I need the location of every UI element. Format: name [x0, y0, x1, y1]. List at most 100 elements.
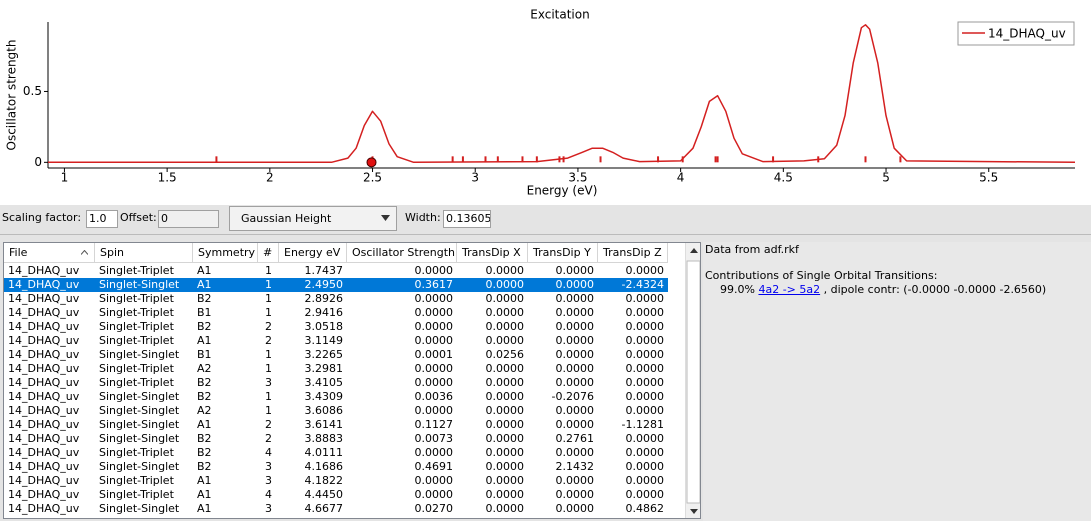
- column-header[interactable]: #: [258, 243, 279, 263]
- table-cell: 0.0000: [485, 404, 525, 417]
- x-tick-label: 3.5: [568, 171, 587, 185]
- table-cell: 0.0000: [414, 292, 454, 305]
- x-tick-label: 2: [266, 171, 274, 185]
- table-cell: 0.0000: [625, 460, 665, 473]
- table-cell: 14_DHAQ_uv: [8, 320, 80, 333]
- legend: 14_DHAQ_uv: [957, 21, 1075, 46]
- table-cell: -0.2076: [551, 390, 594, 403]
- table-cell: 0.0000: [414, 320, 454, 333]
- table-cell: Singlet-Singlet: [99, 418, 180, 431]
- table-cell: B2: [197, 432, 212, 445]
- table-cell: 2: [265, 432, 272, 445]
- table-cell: 4: [265, 446, 272, 459]
- spectrum-line: [48, 24, 1076, 164]
- offset-input[interactable]: 0: [158, 210, 219, 228]
- orbital-link[interactable]: 4a2 -> 5a2: [758, 283, 821, 296]
- table-cell: 3.8883: [304, 432, 344, 445]
- table-cell: 0.0000: [555, 418, 595, 431]
- scrollbar-arrows: [686, 248, 700, 514]
- chart: Excitation Energy (eV) Oscillator streng…: [0, 0, 1091, 205]
- table-cell: 3.4105: [304, 376, 344, 389]
- x-axis-label: Energy (eV): [527, 184, 598, 198]
- column-header[interactable]: File: [4, 243, 95, 263]
- table-cell: -1.1281: [621, 418, 664, 431]
- table-cell: 0.0000: [625, 404, 665, 417]
- column-header[interactable]: Energy eV: [279, 243, 347, 263]
- table-cell: B2: [197, 460, 212, 473]
- table-cell: 3.4309: [304, 390, 344, 403]
- table-cell: 0.4691: [414, 460, 454, 473]
- table-cell: 0.0000: [625, 320, 665, 333]
- y-tick-label: 0.5: [23, 84, 42, 98]
- column-header[interactable]: TransDip Z: [598, 243, 668, 263]
- table-cell: B1: [197, 306, 212, 319]
- table-cell: 3.1149: [304, 334, 344, 347]
- table-cell: 0.3617: [414, 278, 454, 291]
- table-cell: Singlet-Singlet: [99, 460, 180, 473]
- table-cell: 1: [265, 390, 272, 403]
- width-input[interactable]: 0.13605: [443, 210, 491, 228]
- table-cell: 4.1686: [304, 460, 344, 473]
- table-cell: 0.0000: [414, 306, 454, 319]
- offset-label: Offset:: [120, 211, 157, 224]
- scaling-input[interactable]: 1.0: [86, 210, 118, 228]
- column-header[interactable]: TransDip X: [457, 243, 528, 263]
- table-cell: B2: [197, 390, 212, 403]
- table-cell: 0.0000: [485, 306, 525, 319]
- table-cell: 0.0000: [414, 334, 454, 347]
- table-cell: 0.0000: [555, 278, 595, 291]
- table-cell: 4.0111: [304, 446, 344, 459]
- x-tick-label: 5.5: [979, 171, 998, 185]
- table-cell: 14_DHAQ_uv: [8, 278, 80, 291]
- scrollbar[interactable]: [685, 243, 700, 518]
- table-cell: 0.0001: [414, 348, 454, 361]
- mode-dropdown[interactable]: Gaussian Height: [229, 206, 397, 231]
- table-cell: 0.0000: [414, 404, 454, 417]
- x-tick-label: 4: [677, 171, 685, 185]
- table-cell: 0.0000: [485, 334, 525, 347]
- table-cell: 14_DHAQ_uv: [8, 460, 80, 473]
- table-cell: A1: [197, 264, 212, 277]
- table-cell: 0.0270: [414, 502, 454, 515]
- table-cell: 0.0000: [485, 418, 525, 431]
- table-cell: 0.0000: [625, 334, 665, 347]
- column-header[interactable]: TransDip Y: [528, 243, 598, 263]
- column-header[interactable]: Oscillator Strength: [347, 243, 457, 263]
- table-cell: 14_DHAQ_uv: [8, 418, 80, 431]
- table-cell: Singlet-Triplet: [99, 292, 174, 305]
- table-cell: 1: [265, 306, 272, 319]
- table-cell: 0.4862: [625, 502, 665, 515]
- table-cell: Singlet-Triplet: [99, 474, 174, 487]
- table-cell: 0.0000: [555, 376, 595, 389]
- table-cell: 1: [265, 292, 272, 305]
- table-cell: 2: [265, 320, 272, 333]
- table-cell: Singlet-Triplet: [99, 264, 174, 277]
- table-cell: 0.0000: [555, 306, 595, 319]
- mode-text: Gaussian Height: [241, 212, 332, 225]
- table-cell: 0.0000: [555, 348, 595, 361]
- column-header[interactable]: Symmetry: [193, 243, 258, 263]
- table-cell: Singlet-Singlet: [99, 278, 180, 291]
- table-cell: 3: [265, 376, 272, 389]
- table-cell: 14_DHAQ_uv: [8, 446, 80, 459]
- table-cell: 1: [265, 348, 272, 361]
- splitter[interactable]: [0, 234, 1091, 239]
- table-cell: Singlet-Triplet: [99, 334, 174, 347]
- column-header[interactable]: Spin: [95, 243, 193, 263]
- table-cell: 0.0000: [625, 348, 665, 361]
- chart-title: Excitation: [530, 8, 589, 22]
- dipole-text: , dipole contr: (-0.0000 -0.0000 -2.6560…: [823, 283, 1047, 296]
- table-cell: 0.0000: [555, 264, 595, 277]
- table-cell: Singlet-Singlet: [99, 390, 180, 403]
- table-cell: 0.0000: [485, 432, 525, 445]
- table-row[interactable]: [4, 278, 668, 292]
- table-cell: B2: [197, 292, 212, 305]
- table-cell: 0.0000: [485, 278, 525, 291]
- table-cell: Singlet-Singlet: [99, 348, 180, 361]
- table-cell: 1: [265, 362, 272, 375]
- table-cell: 2: [265, 418, 272, 431]
- table-cell: A2: [197, 362, 212, 375]
- table-cell: 0.0000: [485, 446, 525, 459]
- table-cell: 3: [265, 460, 272, 473]
- table-cell: 0.0000: [414, 474, 454, 487]
